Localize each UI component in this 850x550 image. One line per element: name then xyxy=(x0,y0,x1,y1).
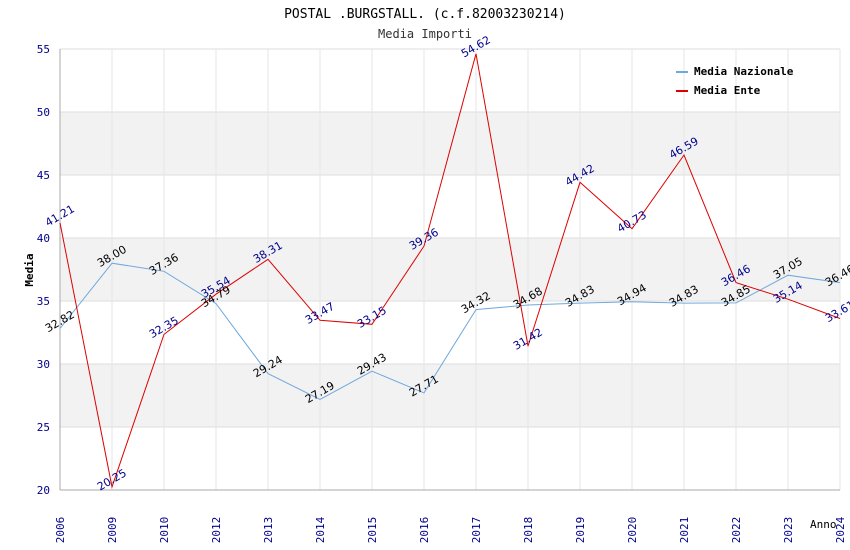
x-tick-label: 2006 xyxy=(54,517,67,544)
x-tick-label: 2024 xyxy=(834,516,847,543)
series-lines xyxy=(59,53,841,489)
y-tick-label: 20 xyxy=(37,484,50,497)
x-tick-label: 2014 xyxy=(314,516,327,543)
grid-lines xyxy=(59,48,841,491)
x-tick-label: 2010 xyxy=(158,517,171,544)
y-tick-label: 25 xyxy=(37,421,50,434)
legend-label-ente: Media Ente xyxy=(694,84,761,97)
chart-subtitle: Media Importi xyxy=(378,27,472,41)
tick-labels: 20 25 30 35 40 45 50 55 2006 2009 2010 2012 2013 2014… xyxy=(37,43,847,543)
chart-title: POSTAL .BURGSTALL. (c.f.82003230214) xyxy=(284,7,566,22)
data-label: 33.61 xyxy=(823,298,850,325)
x-tick-label: 2009 xyxy=(106,517,119,544)
x-axis-label: Anno xyxy=(810,518,837,531)
x-tick-label: 2012 xyxy=(210,517,223,544)
x-tick-label: 2013 xyxy=(262,517,275,544)
legend-label-nazionale: Media Nazionale xyxy=(694,65,794,78)
x-tick-label: 2015 xyxy=(366,517,379,544)
x-tick-label: 2022 xyxy=(730,517,743,544)
legend: Media Nazionale Media Ente xyxy=(676,65,794,97)
x-tick-label: 2020 xyxy=(626,517,639,544)
series-line-nazionale xyxy=(59,262,841,400)
x-tick-label: 2023 xyxy=(782,517,795,544)
x-tick-label: 2019 xyxy=(574,517,587,544)
band xyxy=(60,238,840,301)
y-tick-label: 55 xyxy=(37,43,50,56)
y-tick-label: 45 xyxy=(37,169,50,182)
background-bands xyxy=(60,112,840,427)
y-axis-label: Media xyxy=(23,253,36,286)
y-tick-label: 30 xyxy=(37,358,50,371)
series-line-ente xyxy=(59,53,841,489)
y-tick-label: 40 xyxy=(37,232,50,245)
x-tick-label: 2016 xyxy=(418,517,431,544)
axes xyxy=(59,49,840,491)
y-tick-label: 35 xyxy=(37,295,50,308)
band xyxy=(60,112,840,175)
y-tick-label: 50 xyxy=(37,106,50,119)
x-tick-label: 2021 xyxy=(678,517,691,544)
band xyxy=(60,364,840,427)
x-tick-label: 2018 xyxy=(522,517,535,544)
x-tick-label: 2017 xyxy=(470,517,483,544)
